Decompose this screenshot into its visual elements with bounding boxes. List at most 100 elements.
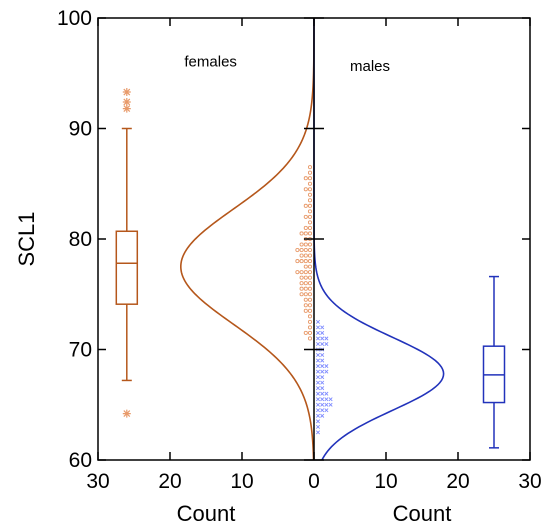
series-males bbox=[313, 18, 506, 461]
data-point-females bbox=[303, 286, 308, 291]
y-tick-label: 60 bbox=[69, 449, 92, 472]
data-point-females bbox=[303, 247, 308, 253]
data-point-females bbox=[307, 242, 313, 247]
data-point-males bbox=[320, 358, 325, 363]
data-point-females bbox=[307, 176, 313, 181]
data-point-females bbox=[303, 203, 308, 208]
data-point-females bbox=[303, 281, 308, 286]
data-point-females bbox=[295, 259, 300, 264]
box-iqr bbox=[115, 230, 139, 305]
data-point-females bbox=[299, 247, 304, 253]
data-point-females bbox=[307, 187, 313, 192]
data-point-females bbox=[307, 325, 313, 330]
data-point-females bbox=[307, 225, 313, 230]
boxplot-females bbox=[115, 88, 139, 418]
data-point-females bbox=[307, 286, 313, 291]
data-point-males bbox=[320, 408, 325, 413]
data-point-males bbox=[315, 419, 321, 424]
data-point-females bbox=[307, 275, 313, 280]
data-point-females bbox=[303, 253, 308, 258]
data-point-females bbox=[303, 242, 308, 247]
data-point-males bbox=[320, 391, 325, 396]
data-point-males bbox=[324, 391, 329, 396]
annotation-females: females bbox=[184, 54, 237, 71]
data-point-females bbox=[303, 225, 308, 230]
data-point-males bbox=[315, 397, 321, 402]
x-axis-label-right: Count bbox=[393, 501, 452, 526]
data-point-females bbox=[307, 214, 313, 219]
data-point-males bbox=[315, 408, 321, 413]
x-tick-label-left: 10 bbox=[230, 470, 253, 493]
data-point-females bbox=[303, 308, 308, 313]
y-tick-label: 100 bbox=[57, 7, 92, 30]
data-point-males bbox=[315, 391, 321, 396]
data-point-females bbox=[307, 259, 313, 264]
data-point-females bbox=[303, 303, 308, 308]
data-point-males bbox=[315, 319, 321, 324]
data-point-females bbox=[307, 220, 313, 225]
data-point-males bbox=[320, 397, 325, 402]
y-axis-label: SCL1 bbox=[14, 211, 39, 266]
data-point-males bbox=[324, 402, 329, 407]
data-point-females bbox=[299, 275, 304, 280]
data-point-females bbox=[303, 187, 308, 192]
data-point-males bbox=[324, 369, 329, 374]
data-point-females bbox=[303, 292, 308, 297]
y-tick-label: 80 bbox=[69, 228, 92, 251]
data-point-males bbox=[315, 336, 321, 341]
plot-frame bbox=[97, 17, 531, 461]
data-point-females bbox=[307, 330, 313, 335]
data-point-males bbox=[320, 336, 325, 341]
data-point-males bbox=[315, 358, 321, 363]
data-point-females bbox=[307, 319, 313, 324]
density-curve-females bbox=[180, 18, 315, 461]
data-point-males bbox=[324, 397, 329, 402]
data-point-females bbox=[299, 231, 304, 236]
data-point-males bbox=[315, 386, 321, 391]
data-point-males bbox=[315, 330, 321, 335]
data-point-males bbox=[315, 375, 321, 380]
outlier-marker bbox=[122, 409, 131, 418]
data-point-females bbox=[307, 181, 313, 186]
data-point-females bbox=[299, 292, 304, 297]
x-tick-label-left: 20 bbox=[158, 470, 181, 493]
x-tick-label-right: 20 bbox=[446, 470, 469, 493]
x-axis-label-left: Count bbox=[177, 501, 236, 526]
data-point-males bbox=[324, 364, 329, 369]
data-point-males bbox=[320, 353, 325, 358]
data-point-males bbox=[315, 341, 321, 346]
data-point-females bbox=[307, 308, 313, 313]
data-point-females bbox=[307, 314, 313, 319]
data-point-females bbox=[307, 170, 313, 175]
data-point-females bbox=[307, 192, 313, 197]
data-point-males bbox=[315, 430, 321, 435]
data-point-females bbox=[307, 336, 313, 341]
data-point-males bbox=[315, 325, 321, 330]
data-point-males bbox=[324, 408, 329, 413]
data-point-females bbox=[307, 270, 313, 275]
data-point-females bbox=[307, 281, 313, 286]
data-point-females bbox=[307, 198, 313, 203]
outlier-marker bbox=[122, 88, 131, 97]
data-point-females bbox=[299, 242, 304, 247]
data-point-females bbox=[303, 330, 308, 335]
y-tick-label: 70 bbox=[69, 339, 92, 362]
data-point-females bbox=[295, 247, 300, 253]
data-point-males bbox=[315, 353, 321, 358]
data-point-males bbox=[324, 336, 329, 341]
data-point-males bbox=[315, 413, 321, 418]
annotation-males: males bbox=[350, 58, 390, 75]
data-point-males bbox=[320, 325, 325, 330]
data-point-males bbox=[320, 413, 325, 418]
data-point-females bbox=[299, 253, 304, 258]
data-point-males bbox=[315, 402, 321, 407]
data-point-females bbox=[307, 303, 313, 308]
data-point-males bbox=[320, 364, 325, 369]
data-point-females bbox=[303, 214, 308, 219]
data-point-males bbox=[315, 364, 321, 369]
data-point-males bbox=[320, 375, 325, 380]
data-point-males bbox=[320, 341, 325, 346]
data-point-females bbox=[303, 176, 308, 181]
